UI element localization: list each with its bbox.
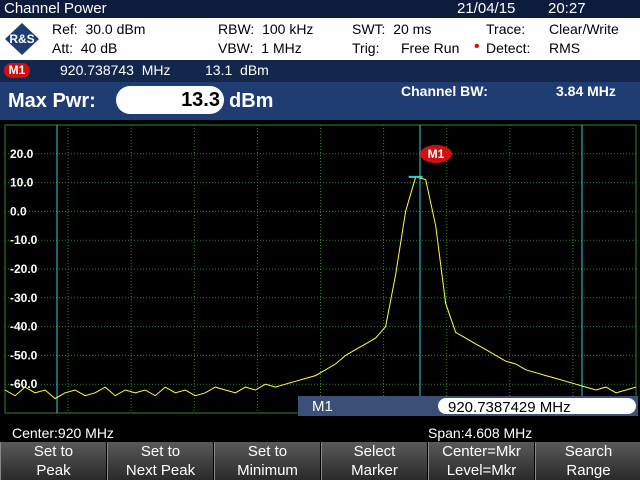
svg-text:R&S: R&S: [9, 32, 34, 46]
marker-badge: M1: [4, 63, 30, 78]
title: Channel Power: [4, 0, 107, 17]
softkey[interactable]: Set to Next Peak: [107, 442, 213, 480]
max-pwr-unit: dBm: [229, 90, 274, 112]
readout-value: 920.7387429 MHz: [448, 399, 571, 416]
plot: 20.0 10.0 0.0 -10.0 -20.0 -30.0 -40.0 -50.0 -60.…: [4, 124, 638, 416]
detect-value: RMS: [549, 40, 581, 56]
readout-box: [438, 398, 636, 414]
logo: R&S: [5, 23, 39, 55]
trace: Trace:: [486, 21, 526, 37]
y-tick-label: -20.0: [10, 262, 38, 276]
y-tick-label: -60.0: [10, 377, 38, 391]
dot: •: [474, 38, 480, 55]
date: 21/04/15: [457, 0, 516, 17]
rbw: RBW: 100 kHz: [218, 21, 314, 37]
softkey-line: Set to: [247, 443, 288, 460]
y-tick-label: -30.0: [10, 291, 38, 305]
softkey-line: Set to: [33, 443, 74, 460]
softkey-line: Range: [566, 462, 611, 479]
softkey-line: Next Peak: [125, 462, 196, 479]
softkey-line: Level=Mkr: [446, 462, 517, 479]
softkey-line: Center=Mkr: [442, 443, 521, 460]
softkey[interactable]: Set to Peak: [0, 442, 106, 480]
swt: SWT: 20 ms: [352, 21, 432, 37]
att: Att: 40 dB: [52, 40, 118, 56]
marker-frequency: 920.738743 MHz: [60, 62, 171, 78]
bw-value: 3.84 MHz: [556, 83, 616, 99]
bw-label: Channel BW:: [401, 83, 488, 99]
marker-row: M1 920.738743 MHz 13.1 dBm: [0, 60, 640, 82]
trig: Trig:: [352, 40, 380, 56]
center: Center:920 MHz: [12, 425, 114, 441]
title-bar: Channel Power 21/04/15 20:27: [0, 0, 640, 18]
trig-value: Free Run: [401, 40, 460, 56]
trace: [4, 176, 637, 400]
trace-value: Clear/Write: [549, 21, 619, 37]
softkey[interactable]: Center=Mkr Level=Mkr: [428, 442, 534, 480]
vbw: VBW: 1 MHz: [218, 40, 302, 56]
softkey-line: Minimum: [237, 462, 298, 479]
marker-oval: [420, 145, 452, 163]
settings: R&S Ref: 30.0 dBm Att: 40 dB RBW: 100 kH…: [0, 18, 640, 60]
y-tick-label: 0.0: [10, 204, 27, 218]
readout-label: M1: [312, 398, 333, 415]
y-tick-label: -50.0: [10, 348, 38, 362]
softkey[interactable]: Set to Minimum: [214, 442, 320, 480]
softkey-line: Marker: [351, 462, 398, 479]
marker-level: 13.1 dBm: [205, 62, 269, 78]
max-pwr-value: 13.3: [116, 86, 224, 114]
span: Span:4.608 MHz: [428, 425, 533, 441]
time: 20:27: [548, 0, 586, 17]
detect: Detect:: [486, 40, 531, 56]
y-tick-label: -10.0: [10, 233, 38, 247]
marker-label: M1: [428, 147, 445, 161]
softkey-line: Select: [353, 443, 396, 460]
softkey-line: Peak: [36, 462, 71, 479]
softkey-line: Set to: [140, 443, 181, 460]
max-pwr-label: Max Pwr:: [8, 90, 96, 112]
ref: Ref: 30.0 dBm: [52, 21, 146, 37]
softkey[interactable]: Search Range: [535, 442, 640, 480]
y-tick-label: 20.0: [10, 147, 34, 161]
measurement-row: Max Pwr: 13.3 dBm Channel BW: 3.84 MHz: [0, 82, 640, 120]
softkey[interactable]: Select Marker: [321, 442, 427, 480]
y-tick-label: 10.0: [10, 176, 34, 190]
y-tick-label: -40.0: [10, 320, 38, 334]
softkey-line: Search: [564, 443, 613, 460]
